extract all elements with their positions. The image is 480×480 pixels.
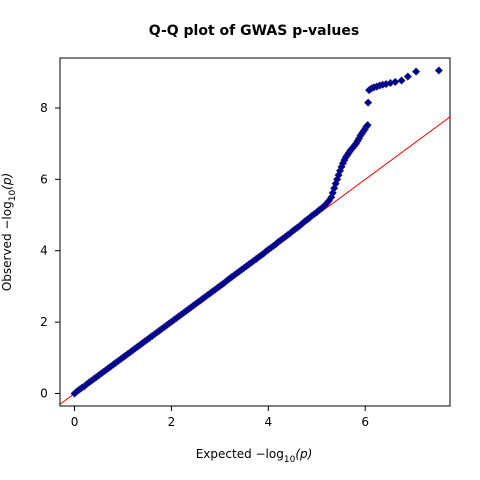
plot-frame [59,57,451,407]
chart-title: Q-Q plot of GWAS p-values [149,23,359,39]
data-point [364,98,373,107]
data-point [331,179,340,188]
data-points [70,66,443,398]
x-axis-label-sub: 10 [284,455,296,465]
data-point [434,66,443,75]
y-axis-ticks: 0 2 4 6 8 [40,101,60,401]
x-axis-label-main: Expected −log [196,447,284,461]
data-point [363,121,372,130]
data-point [403,72,412,81]
y-axis-label-main: Observed −log [0,201,14,291]
y-axis-label-sub: 10 [8,190,18,202]
data-point [333,175,342,184]
y-tick-label: 2 [40,315,48,329]
data-point [327,193,336,202]
x-tick-label: 6 [361,415,369,429]
plot-area [59,57,451,407]
y-axis-label: Observed −log10(p) [0,173,18,291]
y-tick-label: 0 [40,387,48,401]
x-axis-ticks: 0 2 4 6 [71,406,369,429]
y-axis-label-tail: (p) [0,173,14,190]
x-tick-label: 2 [168,415,176,429]
data-point [391,77,400,86]
x-tick-label: 4 [265,415,273,429]
x-tick-label: 0 [71,415,79,429]
x-axis-label: Expected −log10(p) [196,447,313,465]
x-axis-label-tail: (p) [295,447,312,461]
data-point [397,76,406,85]
y-tick-label: 8 [40,101,48,115]
data-point [328,188,337,197]
y-tick-label: 6 [40,172,48,186]
data-point [412,67,421,76]
y-tick-label: 4 [40,244,48,258]
